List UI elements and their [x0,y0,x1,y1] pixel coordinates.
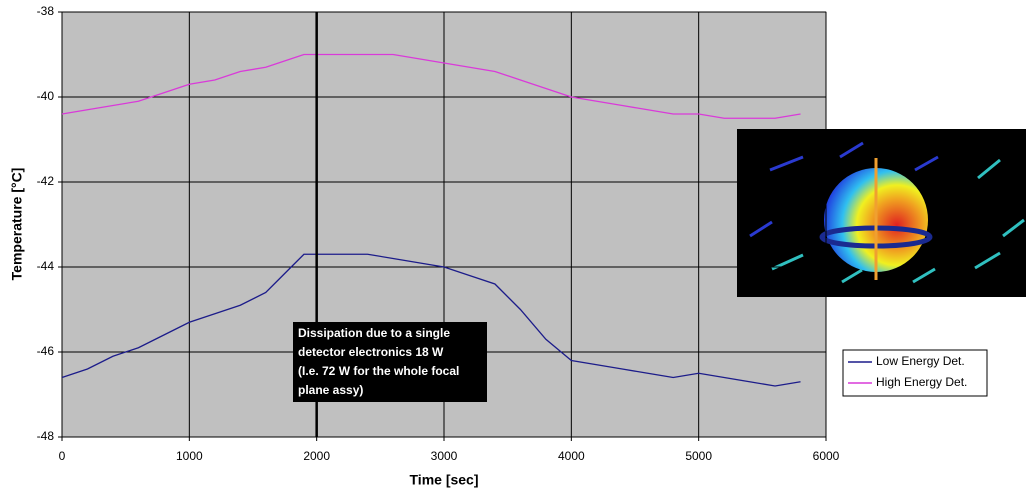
data-line [61,53,801,119]
annotation-text: detector electronics 18 W [298,345,444,359]
x-tick-label: 6000 [813,449,840,463]
legend: Low Energy Det. High Energy Det. [842,349,988,397]
annotation-text: plane assy) [298,383,363,397]
legend-label: Low Energy Det. [876,354,965,368]
y-tick-label: -44 [37,259,55,273]
x-tick-label: 5000 [685,449,712,463]
y-tick-label: -48 [37,429,55,443]
y-tick-label: -40 [37,89,55,103]
x-tick-label: 2000 [303,449,330,463]
annotation-text: (I.e. 72 W for the whole focal [298,364,459,378]
y-tick-label: -46 [37,344,55,358]
annotation-text: Dissipation due to a single [298,326,450,340]
x-tick-label: 0 [59,449,66,463]
y-tick-label: -42 [37,174,55,188]
annotation-bg [293,322,487,402]
legend-label: High Energy Det. [876,375,967,389]
x-tick-label: 3000 [431,449,458,463]
x-tick-label: 4000 [558,449,585,463]
data-line [61,253,801,387]
annotation-box: Dissipation due to a single detector elec… [293,322,487,402]
inset-image [737,129,1026,297]
y-tick-label: -38 [37,4,55,18]
x-tick-label: 1000 [176,449,203,463]
y-axis-title: Temperature [°C] [9,168,25,281]
legend-box [842,349,988,397]
x-axis-title: Time [sec] [410,472,479,488]
